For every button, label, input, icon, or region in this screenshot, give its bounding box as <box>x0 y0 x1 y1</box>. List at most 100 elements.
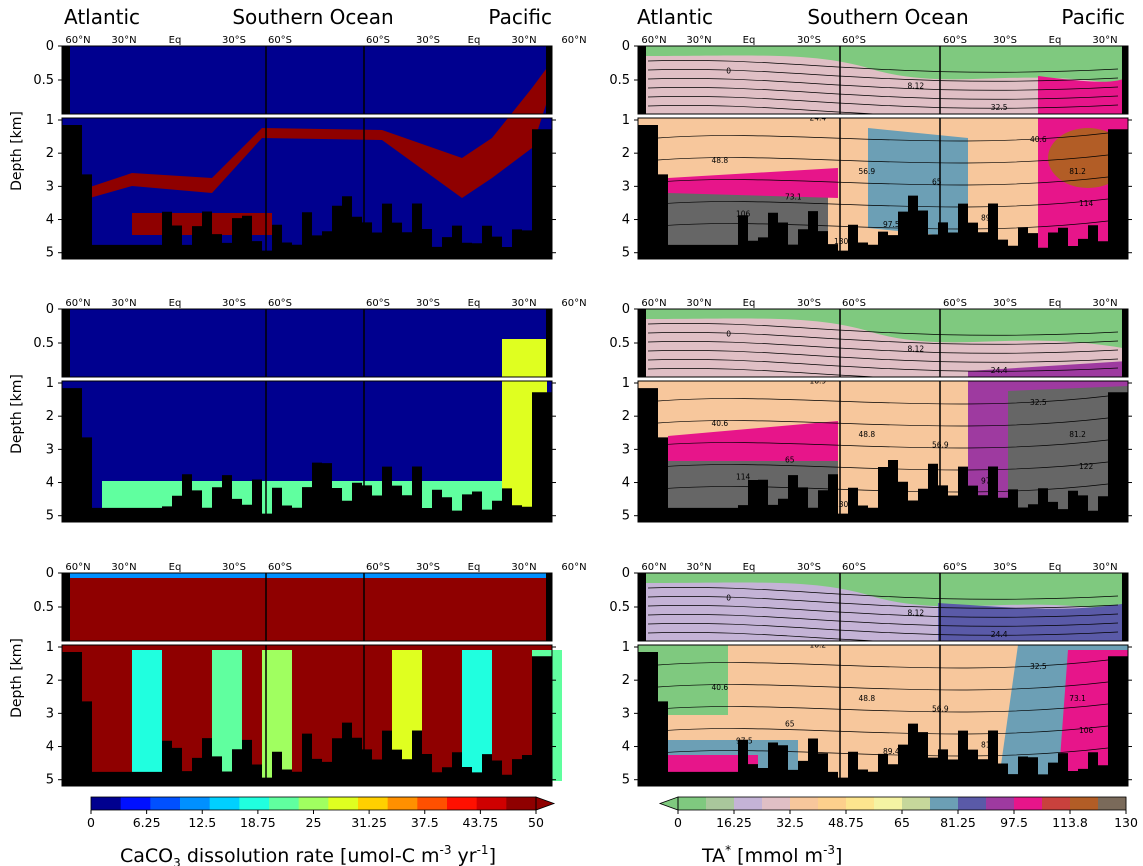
depth-tick-label: 0 <box>46 39 54 54</box>
latitude-label: Eq <box>169 298 182 309</box>
latitude-label: 30°S <box>993 562 1017 573</box>
contour-label: 122 <box>1079 462 1094 471</box>
latitude-label: 60°S <box>366 35 390 46</box>
contour-line <box>647 358 1119 372</box>
contour-label: 56.9 <box>859 167 876 176</box>
cb-right-swatch <box>986 797 1015 810</box>
continent-right <box>546 573 552 641</box>
depth-tick-label: 5 <box>622 773 630 788</box>
latitude-label: 30°S <box>416 298 440 309</box>
dissolution-band <box>72 61 552 203</box>
cb-right-swatch <box>874 797 903 810</box>
latitude-label: Eq <box>743 35 756 46</box>
cb-right-tick-label: 130 <box>1114 815 1138 830</box>
latitude-label: 60°N <box>65 35 90 46</box>
cb-left-swatch <box>328 797 359 810</box>
colorbar-ta-star: 0 16.25 32.5 48.75 65 81.25 97.5 113.8 130 <box>658 796 1138 830</box>
panel-ta-star-1: 08.1224.432.540.648.856.96573.181.289.49… <box>609 35 1143 261</box>
depth-tick-label: 3 <box>46 706 54 721</box>
latitude-label: 30°N <box>1092 35 1117 46</box>
contour-line <box>647 604 1119 618</box>
cb-right-tick-label: 65 <box>894 815 910 830</box>
latitude-label: Eq <box>743 298 756 309</box>
low-dissolution-column <box>132 650 162 781</box>
contour-label: 24.4 <box>991 366 1008 375</box>
cb-right-swatch <box>930 797 959 810</box>
latitude-label: 30°N <box>511 562 536 573</box>
contour-line <box>647 322 1119 336</box>
contour-label: 8.12 <box>908 345 925 354</box>
header-southern-ocean-left: Southern Ocean <box>232 5 393 29</box>
contour-line <box>657 220 1109 230</box>
latitude-label: Eq <box>1049 35 1062 46</box>
depth-tick-label: 0.5 <box>33 73 54 88</box>
depth-tick-label: 3 <box>46 179 54 194</box>
cb-left-swatch <box>180 797 211 810</box>
cb-right-swatch <box>846 797 875 810</box>
cb-left-tick-label: 43.75 <box>462 815 498 830</box>
depth-break <box>57 114 557 118</box>
contour-line <box>647 622 1119 636</box>
lower-frame <box>61 117 553 260</box>
contour-label: 48.8 <box>712 156 729 165</box>
cb-right-swatch <box>1070 797 1099 810</box>
lower-frame <box>61 380 553 523</box>
depth-tick-label: 0.5 <box>33 600 54 615</box>
seafloor <box>62 125 552 259</box>
latitude-label: Eq <box>169 562 182 573</box>
contour-line <box>657 154 1109 164</box>
contour-label: 130 <box>834 500 849 509</box>
contour-line <box>647 77 1119 91</box>
colorbar-dissolution-rate-label: CaCO3 dissolution rate [umol-C m-3 yr-1] <box>120 843 496 866</box>
contour-label: 48.8 <box>859 694 876 703</box>
depth-tick-label: 1 <box>622 640 630 655</box>
depth-break <box>57 377 557 381</box>
contour-label: 81.2 <box>1069 167 1086 176</box>
contour-line <box>657 417 1109 427</box>
cb-left-swatch <box>239 797 270 810</box>
colorbar-dissolution-rate: 0 6.25 12.5 18.75 25 31.25 37.5 43.75 50 <box>87 796 556 830</box>
contour-label: 65 <box>932 177 942 186</box>
latitude-label: 30°S <box>222 562 246 573</box>
depth-tick-label: 5 <box>46 246 54 261</box>
latitude-label: 60°S <box>842 35 866 46</box>
cb-right-swatch <box>818 797 847 810</box>
cb-left-swatch <box>387 797 418 810</box>
continent-right <box>546 46 552 114</box>
contour-label: 0 <box>726 67 731 76</box>
header-atlantic-left: Atlantic <box>64 5 140 29</box>
contour-line <box>657 176 1109 186</box>
upper-field <box>62 46 552 114</box>
lower-frame <box>637 117 1129 260</box>
latitude-label: 30°N <box>1092 298 1117 309</box>
cb-left-swatch <box>447 797 478 810</box>
latitude-label: 30°S <box>416 562 440 573</box>
contour-label: 81.2 <box>1069 430 1086 439</box>
panel-ta-star-2: 08.1216.924.432.540.648.856.96581.297.51… <box>609 298 1143 524</box>
latitude-label: 30°S <box>993 35 1017 46</box>
latitude-label: 30°S <box>416 35 440 46</box>
cb-left-swatch <box>358 797 389 810</box>
cb-left-swatch <box>269 797 300 810</box>
contour-line <box>657 395 1109 405</box>
latitude-label: 60°S <box>268 298 292 309</box>
header-atlantic-right: Atlantic <box>637 5 713 29</box>
latitude-label: 30°N <box>111 562 136 573</box>
latitude-label: 60°S <box>366 562 390 573</box>
depth-tick-label: 1 <box>46 376 54 391</box>
latitude-label: 60°N <box>561 562 586 573</box>
panel-grid: 60°N 30°N Eq 30°S 60°S 60°S 30°S Eq 30°N 60°N 0 0.5… <box>9 35 1143 788</box>
depth-tick-label: 2 <box>622 673 630 688</box>
seafloor <box>638 388 1128 522</box>
depth-tick-label: 1 <box>46 113 54 128</box>
depth-tick-label: 0 <box>46 566 54 581</box>
depth-tick-label: 4 <box>46 740 54 755</box>
upper-field <box>62 309 552 377</box>
cb-right-swatch <box>706 797 735 810</box>
depth-tick-label: 2 <box>622 146 630 161</box>
depth-tick-label: 5 <box>622 246 630 261</box>
continent-left <box>638 573 646 641</box>
depth-break <box>57 641 557 645</box>
latitude-label: 60°S <box>943 562 967 573</box>
latitude-label: 30°N <box>511 298 536 309</box>
